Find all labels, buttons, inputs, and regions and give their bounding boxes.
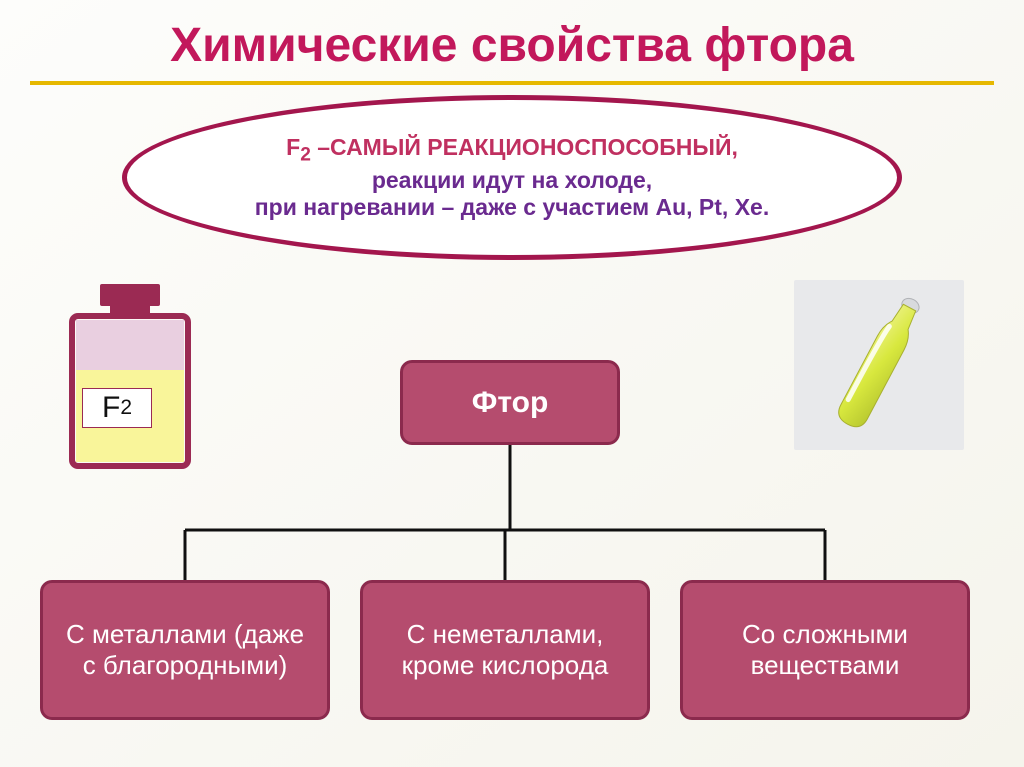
node-child-metals: С металлами (даже с благородными) xyxy=(40,580,330,720)
bottle-label: F2 xyxy=(82,388,152,428)
oval-line-1: F2 –САМЫЙ РЕАКЦИОНОСПОСОБНЫЙ, xyxy=(286,134,738,167)
node-child-complex: Со сложными веществами xyxy=(680,580,970,720)
node-child-nonmetals: С неметаллами, кроме кислорода xyxy=(360,580,650,720)
callout-oval: F2 –САМЫЙ РЕАКЦИОНОСПОСОБНЫЙ, реакции ид… xyxy=(122,95,902,260)
oval-line-2: реакции идут на холоде, xyxy=(372,167,652,194)
title-divider xyxy=(30,81,994,85)
ampoule-icon xyxy=(794,280,964,450)
page-title: Химические свойства фтора xyxy=(0,0,1024,73)
bottle-icon: F2 xyxy=(58,280,208,480)
node-root: Фтор xyxy=(400,360,620,445)
oval-line-3: при нагревании – даже с участием Au, Pt,… xyxy=(255,194,769,221)
